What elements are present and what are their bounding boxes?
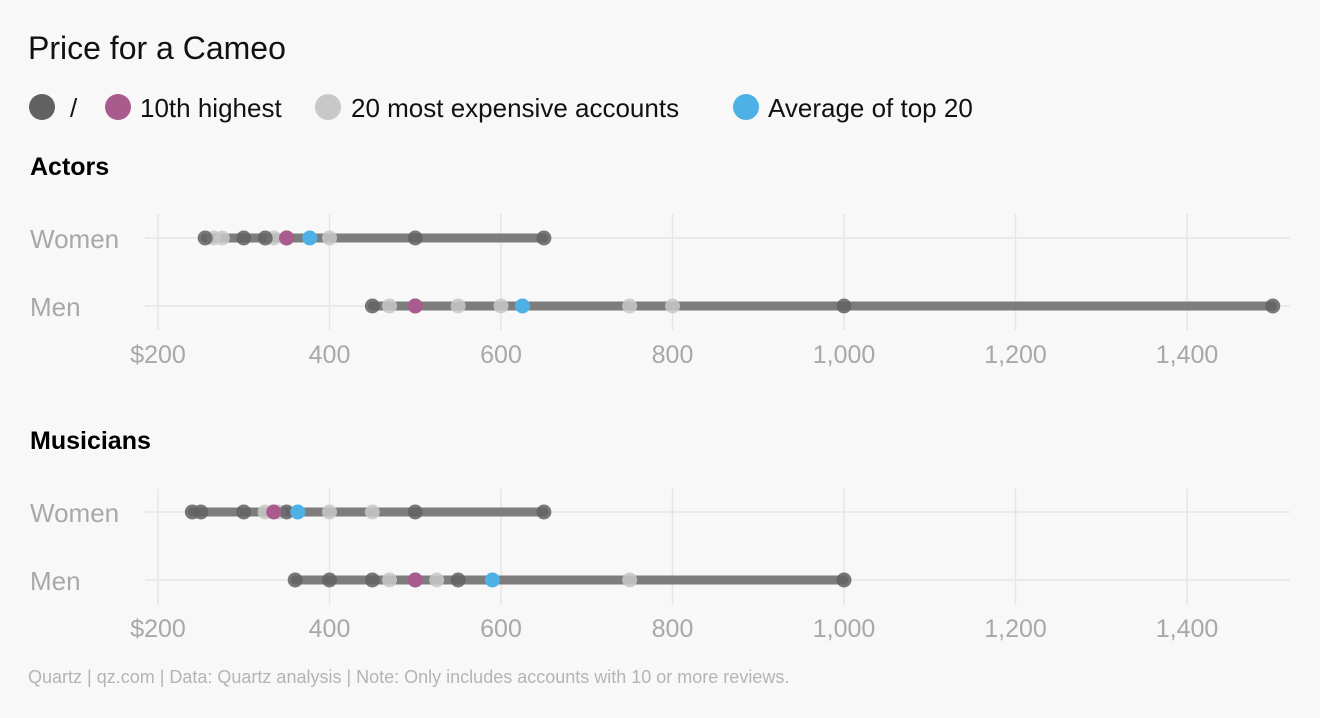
x-tick-label: 1,400	[1156, 615, 1219, 643]
x-tick-label: 400	[309, 615, 351, 643]
x-tick-label: 1,200	[984, 341, 1047, 369]
point-dark	[836, 298, 852, 314]
x-tick-label: $200	[130, 615, 186, 643]
point-average	[302, 230, 318, 246]
point-top20	[450, 298, 466, 314]
panel-title-musicians: Musicians	[30, 427, 151, 455]
point-dark	[197, 230, 213, 246]
legend: / 10th highest 20 most expensive account…	[29, 93, 973, 123]
x-tick-label: 1,000	[813, 615, 876, 643]
x-tick-label: 600	[480, 341, 522, 369]
point-top20	[322, 230, 337, 246]
point-dark	[322, 572, 337, 588]
point-dark	[236, 504, 252, 520]
point-dark	[450, 572, 466, 588]
x-tick-label: 600	[480, 615, 522, 643]
point-top20	[364, 504, 380, 520]
point-top20	[665, 298, 680, 314]
point-dark	[193, 504, 209, 520]
point-dark	[279, 504, 295, 520]
point-top20	[382, 298, 398, 314]
legend-label-tenth: 10th highest	[140, 93, 282, 123]
point-tenth-highest	[266, 504, 282, 520]
point-dark	[536, 504, 552, 520]
legend-swatch-top20	[315, 94, 341, 120]
point-tenth-highest	[407, 298, 423, 314]
point-dark	[536, 230, 552, 246]
row-label: Women	[30, 224, 119, 254]
point-average	[290, 504, 306, 520]
row-label: Women	[30, 498, 119, 528]
point-top20	[429, 572, 445, 588]
point-dark	[407, 504, 423, 520]
point-dark	[407, 230, 423, 246]
point-top20	[493, 298, 509, 314]
point-top20	[622, 298, 638, 314]
x-tick-label: 800	[652, 341, 694, 369]
panel-actors: Actors $200 400 600 800 1,000 1,200 1,400 Women…	[30, 153, 1290, 369]
legend-swatch-dark	[29, 94, 55, 120]
point-dark	[836, 572, 852, 588]
point-tenth-highest	[279, 230, 295, 246]
point-dark	[364, 572, 380, 588]
point-dark	[257, 230, 273, 246]
row-label: Men	[30, 292, 81, 322]
point-top20	[622, 572, 638, 588]
legend-swatch-average	[733, 94, 759, 120]
point-tenth-highest	[407, 572, 423, 588]
x-tick-label: 800	[652, 615, 694, 643]
x-tick-label: $200	[130, 341, 186, 369]
legend-label-top20: 20 most expensive accounts	[351, 93, 679, 123]
x-tick-label: 400	[309, 341, 351, 369]
x-tick-label: 1,400	[1156, 341, 1219, 369]
point-average	[514, 298, 530, 314]
x-tick-label: 1,000	[813, 341, 876, 369]
source-note: Quartz | qz.com | Data: Quartz analysis …	[28, 667, 789, 687]
point-dark	[364, 298, 380, 314]
point-dark	[1265, 298, 1281, 314]
legend-separator: /	[70, 93, 78, 123]
point-dark	[236, 230, 252, 246]
x-tick-label: 1,200	[984, 615, 1047, 643]
point-top20	[382, 572, 398, 588]
point-top20	[322, 504, 337, 520]
chart-title: Price for a Cameo	[28, 30, 286, 66]
point-average	[484, 572, 500, 588]
point-dark	[287, 572, 303, 588]
panel-title-actors: Actors	[30, 153, 109, 181]
panel-musicians: Musicians $200 400 600 800 1,000 1,200 1,400 Wo…	[30, 427, 1290, 643]
point-top20	[214, 230, 230, 246]
legend-label-average: Average of top 20	[768, 93, 973, 123]
row-label: Men	[30, 566, 81, 596]
legend-swatch-tenth	[105, 94, 131, 120]
